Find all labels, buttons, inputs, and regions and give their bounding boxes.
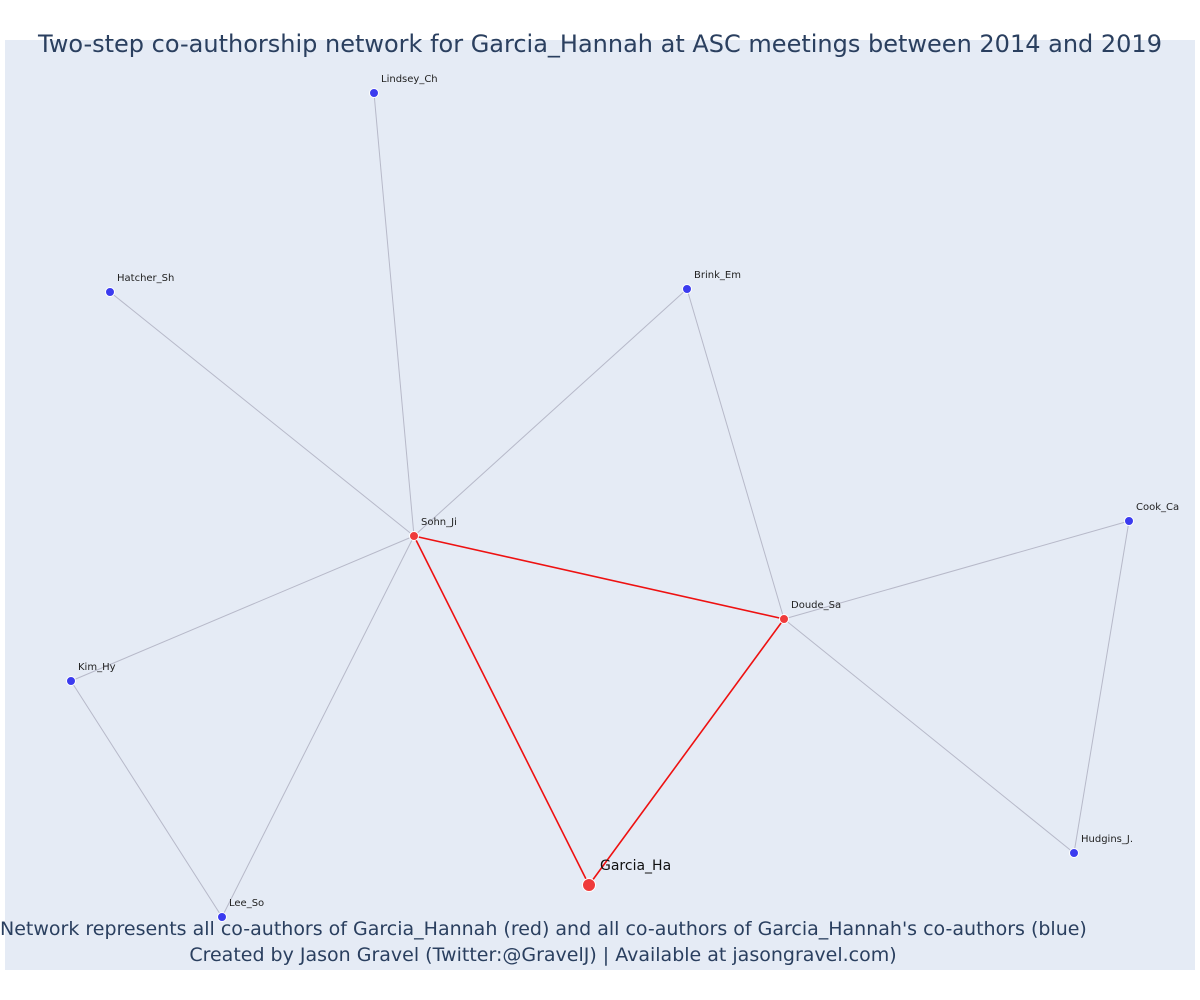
caption-description: Network represents all co-authors of Gar…: [0, 918, 1087, 940]
node-sohn-ji[interactable]: [409, 531, 419, 541]
node-kim-hy[interactable]: [66, 676, 76, 686]
edge-sohn-ji-hatcher-sh: [109, 291, 415, 537]
node-label-garcia-ha: Garcia_Ha: [600, 858, 671, 874]
node-label-hatcher-sh: Hatcher_Sh: [117, 273, 174, 284]
node-doude-sa[interactable]: [779, 614, 789, 624]
edge-doude-sa-cook-ca: [783, 520, 1130, 620]
node-label-sohn-ji: Sohn_Ji: [421, 517, 457, 528]
edge-sohn-ji-kim-hy: [70, 535, 415, 682]
edge-sohn-ji-lindsey-ch: [373, 92, 415, 537]
node-cook-ca[interactable]: [1124, 516, 1134, 526]
node-label-hudgins-j: Hudgins_J.: [1081, 834, 1133, 845]
node-brink-em[interactable]: [682, 284, 692, 294]
edge-sohn-ji-lee-so: [221, 535, 415, 918]
edge-garcia-ha-sohn-ji: [413, 535, 590, 886]
edge-sohn-ji-doude-sa: [413, 535, 785, 620]
plot-background: [5, 40, 1195, 970]
node-label-cook-ca: Cook_Ca: [1136, 502, 1179, 513]
node-label-brink-em: Brink_Em: [694, 270, 741, 281]
node-lee-so[interactable]: [217, 912, 227, 922]
edge-cook-ca-hudgins-j: [1073, 520, 1130, 854]
label-layer: Garcia_Ha Sohn_Ji Doude_Sa Lindsey_Ch Hatche…: [78, 74, 1179, 909]
node-lindsey-ch[interactable]: [369, 88, 379, 98]
edge-doude-sa-brink-em: [686, 288, 785, 620]
edge-kim-hy-lee-so: [70, 680, 223, 918]
node-hatcher-sh[interactable]: [105, 287, 115, 297]
edge-layer: [70, 92, 1130, 918]
node-layer: [66, 88, 1134, 922]
node-hudgins-j[interactable]: [1069, 848, 1079, 858]
node-label-kim-hy: Kim_Hy: [78, 662, 116, 673]
node-label-lindsey-ch: Lindsey_Ch: [381, 74, 438, 85]
chart-title: Two-step co-authorship network for Garci…: [38, 30, 1162, 58]
node-garcia-ha[interactable]: [582, 878, 596, 892]
caption-credit: Created by Jason Gravel (Twitter:@Gravel…: [189, 944, 897, 966]
node-label-doude-sa: Doude_Sa: [791, 600, 841, 611]
edge-doude-sa-hudgins-j: [783, 618, 1075, 854]
node-label-lee-so: Lee_So: [229, 898, 264, 909]
edge-sohn-ji-brink-em: [413, 288, 688, 537]
edge-garcia-ha-doude-sa: [588, 618, 785, 886]
